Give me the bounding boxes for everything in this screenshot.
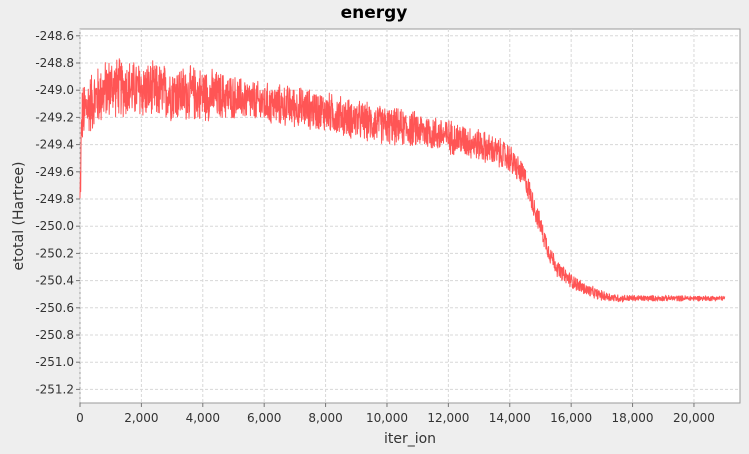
y-tick-label: -250.0 bbox=[35, 219, 74, 233]
y-tick-label: -249.8 bbox=[35, 192, 74, 206]
y-axis-label: etotal (Hartree) bbox=[11, 161, 27, 270]
y-tick-label: -251.2 bbox=[35, 382, 74, 396]
x-tick-label: 2,000 bbox=[124, 411, 158, 425]
x-tick-label: 14,000 bbox=[489, 411, 531, 425]
x-tick-label: 20,000 bbox=[673, 411, 715, 425]
x-tick-label: 0 bbox=[76, 411, 84, 425]
y-tick-label: -249.0 bbox=[35, 83, 74, 97]
etotal-series-line bbox=[79, 58, 726, 303]
x-axis: 0 2,000 4,000 6,000 8,000 10,000 12,000 14,000 1… bbox=[76, 403, 715, 425]
y-axis: -248.6 -248.8 -249.0 -249.2 -249.4 -249.6 -249… bbox=[35, 29, 80, 396]
x-tick-label: 6,000 bbox=[247, 411, 281, 425]
x-tick-label: 12,000 bbox=[427, 411, 469, 425]
x-tick-label: 10,000 bbox=[366, 411, 408, 425]
y-tick-label: -250.8 bbox=[35, 328, 74, 342]
y-tick-label: -248.6 bbox=[35, 29, 74, 43]
y-tick-label: -249.4 bbox=[35, 138, 74, 152]
y-tick-label: -251.0 bbox=[35, 355, 74, 369]
y-tick-label: -250.4 bbox=[35, 274, 74, 288]
series-layer bbox=[79, 58, 726, 303]
x-tick-label: 16,000 bbox=[550, 411, 592, 425]
x-tick-label: 18,000 bbox=[612, 411, 654, 425]
x-tick-label: 4,000 bbox=[186, 411, 220, 425]
y-tick-label: -249.6 bbox=[35, 165, 74, 179]
x-axis-label: iter_ion bbox=[384, 431, 436, 447]
y-tick-label: -250.6 bbox=[35, 301, 74, 315]
chart-title: energy bbox=[341, 3, 408, 23]
y-tick-label: -249.2 bbox=[35, 110, 74, 124]
y-tick-label: -250.2 bbox=[35, 246, 74, 260]
x-tick-label: 8,000 bbox=[308, 411, 342, 425]
y-tick-label: -248.8 bbox=[35, 56, 74, 70]
grid-lines bbox=[79, 29, 740, 403]
